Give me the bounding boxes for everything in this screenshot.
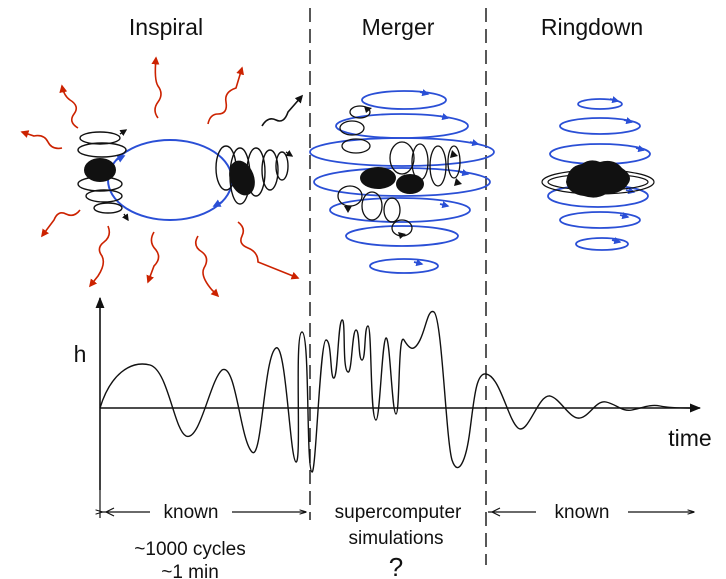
merger-orbit-rings <box>309 90 495 274</box>
black-hole-right <box>215 145 294 205</box>
inspiral-illustration <box>20 56 304 298</box>
black-hole-icon <box>566 160 630 198</box>
x-axis-label: time <box>668 425 711 451</box>
inspiral-known-label: known <box>164 502 219 523</box>
inspiral-orbit <box>107 139 233 221</box>
merger-question-mark: ? <box>389 552 403 579</box>
waveform-curve <box>99 310 691 473</box>
ringdown-illustration <box>541 96 655 251</box>
y-axis-label: h <box>74 341 87 367</box>
black-hole-icon <box>84 158 116 182</box>
timeline-segments: known supercomputer simulations ? known … <box>100 490 694 579</box>
phase-title-ringdown: Ringdown <box>541 14 643 40</box>
waveform-plot: h time <box>74 296 712 490</box>
phase-title-merger: Merger <box>362 14 435 40</box>
merger-label-line1: supercomputer <box>335 502 462 523</box>
merger-label-line2: simulations <box>348 528 443 549</box>
black-hole-icon <box>396 174 424 194</box>
black-hole-icon <box>360 167 396 189</box>
black-hole-icon <box>229 160 255 196</box>
merger-spin-loops <box>337 105 461 237</box>
phase-title-inspiral: Inspiral <box>129 14 203 40</box>
black-hole-left <box>77 129 129 222</box>
merger-illustration <box>309 89 495 274</box>
cycles-label-line1: ~1000 cycles <box>134 539 245 560</box>
emission-arrow <box>261 94 304 127</box>
ringdown-known-label: known <box>555 502 610 523</box>
gravitational-wave-arrows <box>20 56 300 298</box>
cycles-label-line2: ~1 min <box>161 562 219 579</box>
